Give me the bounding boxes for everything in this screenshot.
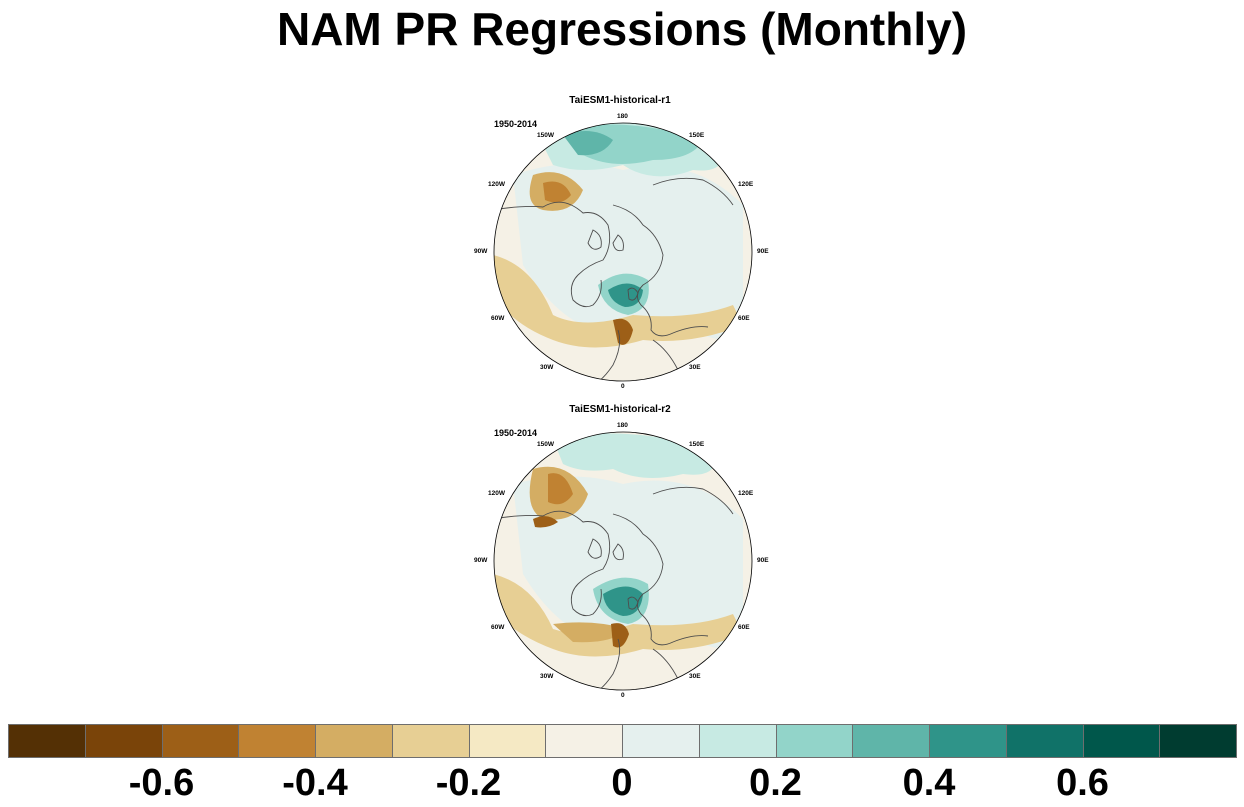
lon-label-120e: 120E [738, 181, 754, 188]
atlantic-wet-core [608, 283, 643, 307]
panel-title: TaiESM1-historical-r1 [569, 95, 671, 106]
map-panel-r1: TaiESM1-historical-r1 1950-2014 [470, 95, 770, 395]
colorbar-box [622, 724, 700, 758]
map-panel-r2: TaiESM1-historical-r2 1950-2014 [470, 404, 770, 704]
lon-label-30e: 30E [689, 364, 701, 371]
lon-label-0: 0 [621, 692, 625, 699]
atlantic-dry-band [494, 255, 743, 348]
pacific-teal-band [553, 433, 715, 478]
figure-title: NAM PR Regressions (Monthly) [276, 3, 968, 55]
lon-label-180: 180 [617, 422, 628, 429]
colorbar-box [8, 724, 86, 758]
lon-label-90w: 90W [474, 557, 488, 564]
period-label: 1950-2014 [494, 428, 538, 438]
polar-map-r2 [493, 431, 753, 691]
lon-label-120w: 120W [488, 181, 505, 188]
panel-title: TaiESM1-historical-r2 [569, 404, 671, 415]
pacific-dry-core [548, 473, 573, 505]
colorbar-box [929, 724, 1007, 758]
lon-label-60w: 60W [491, 624, 505, 631]
lon-label-90e: 90E [757, 248, 769, 255]
lon-label-30e: 30E [689, 673, 701, 680]
colorbar-box [698, 724, 777, 758]
lon-label-180: 180 [617, 113, 628, 120]
lon-label-90w: 90W [474, 248, 488, 255]
colorbar-box [1082, 724, 1161, 758]
pacific-dry-core [543, 181, 571, 203]
pacific-dry-max [533, 516, 558, 528]
colorbar-box [468, 724, 547, 758]
colorbar-label: 0 [611, 762, 633, 804]
colorbar-box [238, 724, 316, 758]
colorbar-label: -0.4 [282, 762, 348, 804]
lon-label-90e: 90E [757, 557, 769, 564]
lon-label-150e: 150E [689, 132, 705, 139]
lon-label-30w: 30W [540, 673, 554, 680]
coastlines [494, 177, 734, 381]
colorbar-label: -0.6 [128, 762, 195, 804]
colorbar [8, 724, 1237, 760]
atlantic-dry-band [494, 574, 743, 657]
colorbar-box [391, 724, 470, 758]
lon-label-150w: 150W [537, 132, 554, 139]
lon-label-120w: 120W [488, 490, 505, 497]
pale-teal-region [513, 476, 743, 654]
lon-label-30w: 30W [540, 364, 554, 371]
lon-label-150w: 150W [537, 441, 554, 448]
lon-label-60e: 60E [738, 315, 750, 322]
colorbar-box [1005, 724, 1084, 758]
colorbar-box [161, 724, 240, 758]
colorbar-label: 0.6 [1056, 762, 1109, 804]
colorbar-label: 0.2 [749, 762, 802, 804]
pacific-teal-max [563, 131, 613, 156]
atlantic-dry-core [613, 318, 633, 345]
map-border [493, 122, 753, 382]
lon-label-0: 0 [621, 383, 625, 390]
colorbar-box [315, 724, 393, 758]
atlantic-dry-core [611, 623, 629, 648]
lon-label-150e: 150E [689, 441, 705, 448]
lon-label-60w: 60W [491, 315, 505, 322]
pale-teal-region [513, 163, 743, 345]
period-label: 1950-2014 [494, 119, 538, 129]
atlantic-dry-mid [553, 622, 628, 643]
colorbar-box [545, 724, 623, 758]
colorbar-box [1159, 724, 1237, 758]
map-border [493, 431, 753, 691]
colorbar-box [852, 724, 930, 758]
lon-label-120e: 120E [738, 490, 754, 497]
colorbar-box [84, 724, 163, 758]
colorbar-label: -0.2 [435, 762, 502, 804]
coastlines [494, 486, 734, 690]
lon-label-60e: 60E [738, 624, 750, 631]
polar-map-r1 [493, 122, 753, 382]
colorbar-label: 0.4 [902, 762, 956, 804]
colorbar-box [775, 724, 854, 758]
